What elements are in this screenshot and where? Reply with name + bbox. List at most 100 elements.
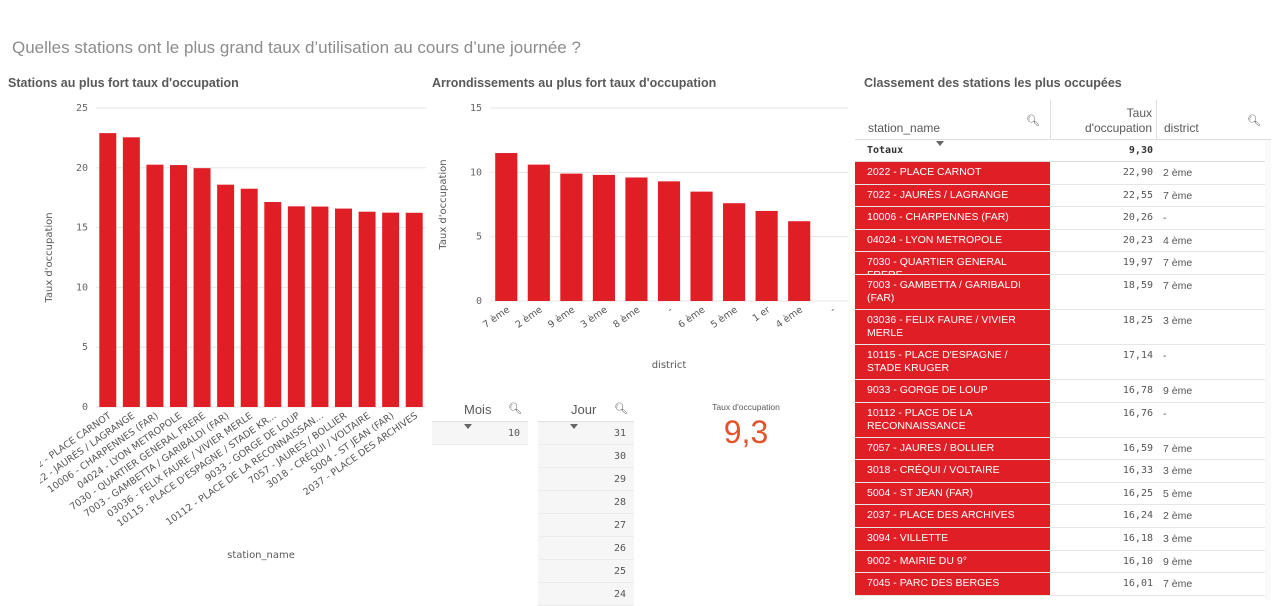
bar[interactable]: [723, 203, 746, 301]
station-name-cell[interactable]: 9002 - MAIRIE DU 9°: [855, 550, 1050, 573]
district-cell[interactable]: 7 ème: [1163, 578, 1193, 591]
jour-option[interactable]: 26: [538, 537, 634, 560]
district-cell[interactable]: 5 ème: [1163, 487, 1193, 500]
sort-desc-icon[interactable]: [936, 141, 944, 146]
bar[interactable]: [287, 206, 305, 407]
mois-filter-header[interactable]: Mois 🔍︎: [432, 398, 528, 429]
station-name-cell[interactable]: 2037 - PLACE DES ARCHIVES: [855, 505, 1050, 527]
table-row[interactable]: 9033 - GORGE DE LOUP 16,78 9 ème: [855, 379, 1271, 403]
bar[interactable]: [311, 206, 329, 407]
chevron-down-icon[interactable]: [464, 424, 472, 429]
jour-option[interactable]: 27: [538, 514, 634, 537]
bar[interactable]: [358, 211, 376, 407]
district-cell[interactable]: 9 ème: [1163, 555, 1193, 568]
table-row[interactable]: 2022 - PLACE CARNOT 22,90 2 ème: [855, 162, 1271, 185]
district-cell[interactable]: 3 ème: [1163, 314, 1193, 327]
bar[interactable]: [193, 168, 211, 407]
bar[interactable]: [495, 153, 518, 301]
station-name-cell[interactable]: 7022 - JAURÈS / LAGRANGE: [855, 184, 1050, 207]
table-row[interactable]: 3094 - VILLETTE 16,18 3 ème: [855, 527, 1271, 551]
district-cell[interactable]: 2 ème: [1163, 167, 1193, 179]
district-cell[interactable]: 3 ème: [1163, 532, 1193, 545]
bar[interactable]: [217, 184, 235, 407]
table-row[interactable]: 7022 - JAURÈS / LAGRANGE 22,55 7 ème: [855, 184, 1271, 208]
station-name-cell[interactable]: 10112 - PLACE DE LA RECONNAISSANCE: [855, 402, 1050, 437]
bar[interactable]: [690, 191, 713, 301]
station-name-cell[interactable]: 7003 - GAMBETTA / GARIBALDI (FAR): [855, 274, 1050, 309]
bar[interactable]: [382, 212, 400, 407]
bar[interactable]: [146, 164, 164, 407]
column-header-taux[interactable]: Taux d'occupation: [1051, 100, 1157, 140]
column-header-district[interactable]: district 🔍︎: [1157, 100, 1271, 140]
bar[interactable]: [625, 177, 648, 301]
bar[interactable]: [170, 165, 187, 407]
bar[interactable]: [335, 208, 352, 407]
table-row[interactable]: 7057 - JAURES / BOLLIER 16,59 7 ème: [855, 437, 1271, 461]
district-cell[interactable]: 9 ème: [1163, 384, 1193, 397]
table-row[interactable]: 10006 - CHARPENNES (FAR) 20,26-: [855, 207, 1271, 230]
mois-filter[interactable]: Mois 🔍︎ 10: [432, 398, 528, 445]
mois-filter-list[interactable]: 10: [432, 422, 528, 445]
district-cell[interactable]: -: [1163, 212, 1167, 225]
bar[interactable]: [755, 210, 778, 301]
station-name-cell[interactable]: 9033 - GORGE DE LOUP: [855, 379, 1050, 402]
station-name-cell[interactable]: 5004 - ST JEAN (FAR): [855, 482, 1050, 505]
jour-option[interactable]: 31: [538, 422, 634, 445]
district-cell[interactable]: -: [1163, 349, 1167, 362]
jour-option[interactable]: 29: [538, 468, 634, 491]
station-name-cell[interactable]: 7045 - PARC DES BERGES: [855, 573, 1050, 595]
station-name-cell[interactable]: 10006 - CHARPENNES (FAR): [855, 207, 1050, 229]
bar[interactable]: [592, 174, 615, 301]
district-cell[interactable]: 7 ème: [1163, 189, 1193, 202]
search-icon[interactable]: 🔍︎: [614, 403, 628, 415]
station-name-cell[interactable]: 10115 - PLACE D'ESPAGNE / STADE KRUGER: [855, 344, 1050, 379]
jour-filter[interactable]: Jour 🔍︎ 31 30 29 28 27 26 25 24: [538, 398, 634, 606]
table-row[interactable]: 5004 - ST JEAN (FAR) 16,25 5 ème: [855, 482, 1271, 506]
bar[interactable]: [527, 164, 550, 301]
districts-bar-chart[interactable]: 0 5 10 15 Taux d'occupation 7 ème 2 ème 9 ème 3 …: [432, 96, 852, 386]
table-row[interactable]: 7030 - QUARTIER GENERAL FRERE 19,97 7 ème: [855, 252, 1271, 281]
bar[interactable]: [657, 181, 681, 301]
bar[interactable]: [560, 173, 583, 301]
table-row[interactable]: 3018 - CRÉQUI / VOLTAIRE 16,33 3 ème: [855, 460, 1271, 483]
table-row[interactable]: 10112 - PLACE DE LA RECONNAISSANCE 16,76-: [855, 402, 1271, 438]
table-row[interactable]: 7045 - PARC DES BERGES 16,01 7 ème: [855, 573, 1271, 596]
station-name-cell[interactable]: 3094 - VILLETTE: [855, 527, 1050, 550]
bar[interactable]: [788, 221, 811, 301]
column-header-station[interactable]: station_name 🔍︎: [855, 100, 1051, 146]
jour-option[interactable]: 25: [538, 560, 634, 583]
table-scrollbar[interactable]: [1265, 140, 1271, 600]
district-cell[interactable]: 7 ème: [1163, 257, 1193, 270]
district-cell[interactable]: 7 ème: [1163, 279, 1193, 292]
table-row[interactable]: 03036 - FELIX FAURE / VIVIER MERLE 18,25 3…: [855, 309, 1271, 345]
jour-filter-header[interactable]: Jour 🔍︎: [538, 398, 634, 429]
station-name-cell[interactable]: 2022 - PLACE CARNOT: [855, 162, 1050, 184]
table-row[interactable]: 2037 - PLACE DES ARCHIVES 16,24 2 ème: [855, 505, 1271, 528]
search-icon[interactable]: 🔍︎: [1247, 115, 1261, 127]
mois-option[interactable]: 10: [432, 422, 528, 445]
table-row[interactable]: 9002 - MAIRIE DU 9° 16,10 9 ème: [855, 550, 1271, 574]
table-row[interactable]: 04024 - LYON METROPOLE 20,23 4 ème: [855, 229, 1271, 253]
jour-option[interactable]: 24: [538, 583, 634, 606]
station-name-cell[interactable]: 03036 - FELIX FAURE / VIVIER MERLE: [855, 309, 1050, 344]
bar[interactable]: [264, 202, 282, 407]
search-icon[interactable]: 🔍︎: [1026, 115, 1040, 127]
station-name-cell[interactable]: 7057 - JAURES / BOLLIER: [855, 437, 1050, 460]
ranking-table[interactable]: station_name 🔍︎ Taux d'occupation distri…: [855, 100, 1271, 606]
jour-option[interactable]: 30: [538, 445, 634, 468]
jour-option[interactable]: 28: [538, 491, 634, 514]
table-row[interactable]: 7003 - GAMBETTA / GARIBALDI (FAR) 18,59 7 …: [855, 274, 1271, 310]
bar[interactable]: [240, 188, 258, 407]
bar[interactable]: [405, 212, 423, 407]
station-name-cell[interactable]: 04024 - LYON METROPOLE: [855, 229, 1050, 252]
jour-filter-list[interactable]: 31 30 29 28 27 26 25 24: [538, 422, 634, 606]
district-cell[interactable]: -: [1163, 407, 1167, 420]
search-icon[interactable]: 🔍︎: [508, 403, 522, 415]
station-name-cell[interactable]: 3018 - CRÉQUI / VOLTAIRE: [855, 460, 1050, 482]
bar[interactable]: [122, 137, 140, 407]
station-name-cell[interactable]: 7030 - QUARTIER GENERAL FRERE: [855, 252, 1050, 281]
chevron-down-icon[interactable]: [570, 424, 578, 429]
district-cell[interactable]: 3 ème: [1163, 465, 1193, 478]
district-cell[interactable]: 2 ème: [1163, 510, 1193, 523]
